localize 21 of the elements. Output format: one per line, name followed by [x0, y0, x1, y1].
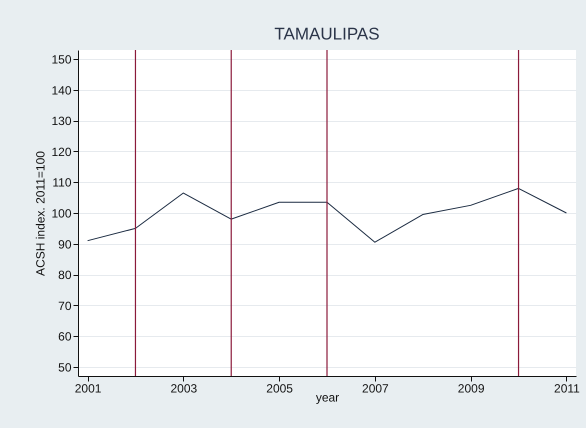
y-tick-label: 50	[58, 360, 72, 374]
y-tick-label: 120	[51, 144, 72, 159]
y-tick-label: 140	[51, 83, 72, 98]
x-tick-label: 2011	[554, 382, 580, 396]
x-tick-label: 2003	[170, 382, 198, 396]
y-tick-label: 90	[58, 237, 72, 252]
y-tick-label: 70	[58, 298, 72, 313]
y-tick-label: 80	[58, 268, 72, 282]
x-tick-label: 2001	[74, 382, 102, 396]
y-tick-label: 110	[52, 176, 72, 190]
y-axis-title: ACSH index. 2011=100	[33, 150, 48, 276]
line-series	[87, 188, 567, 243]
y-tick-label: 150	[51, 52, 72, 67]
y-tick-label: 130	[51, 114, 72, 128]
y-tick-label: 60	[58, 330, 72, 344]
x-tick-label: 2009	[458, 382, 485, 396]
x-tick-label: 2005	[266, 382, 294, 396]
x-tick-label: 2007	[362, 382, 390, 396]
chart-title: TAMAULIPAS	[274, 24, 380, 44]
y-tick-label: 100	[51, 206, 72, 220]
x-axis-title: year	[316, 390, 340, 404]
